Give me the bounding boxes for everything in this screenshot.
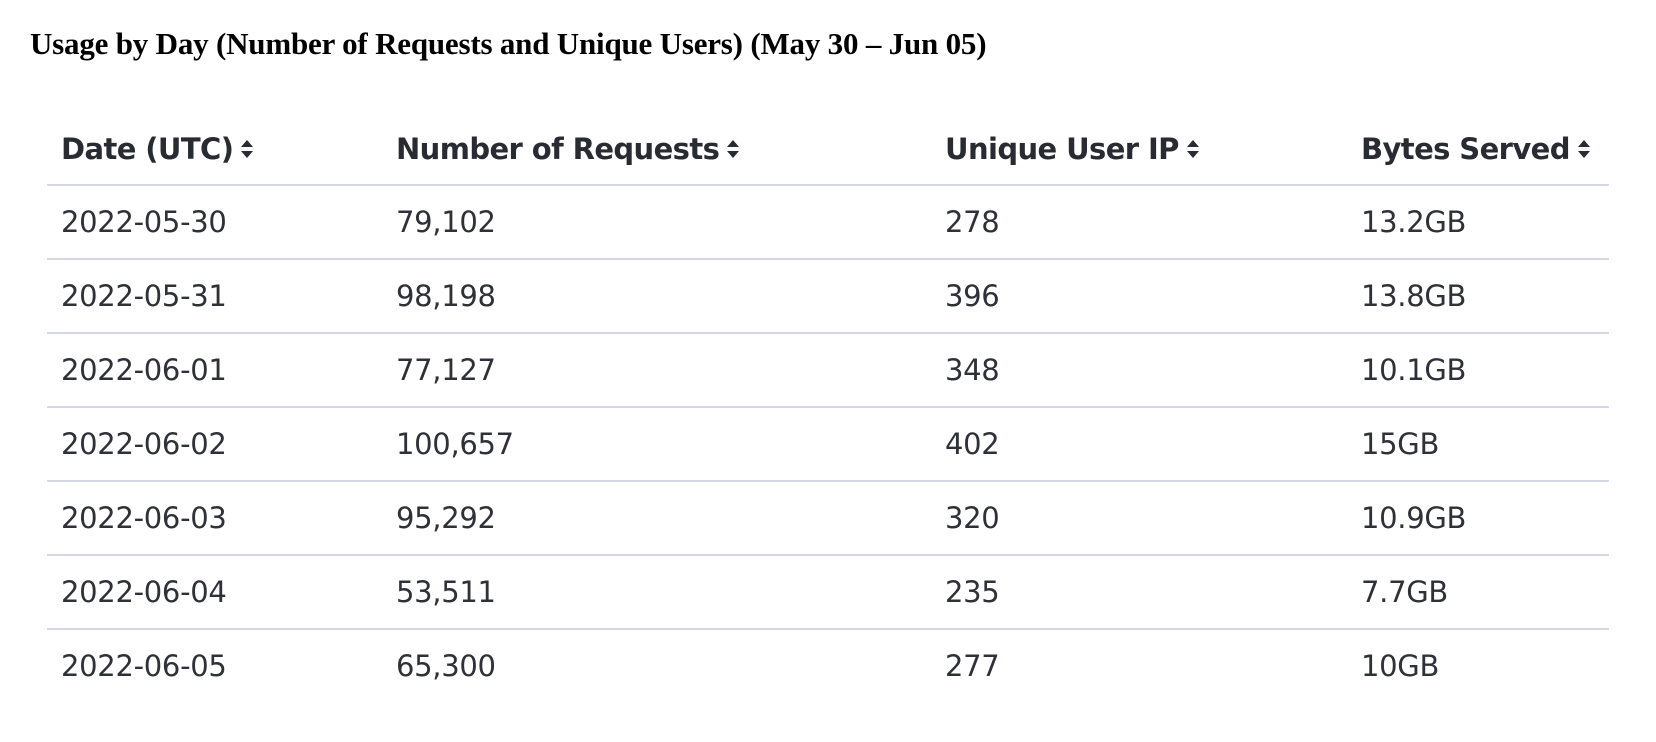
page-title: Usage by Day (Number of Requests and Uni…: [30, 26, 987, 61]
column-header-label: Date (UTC): [61, 132, 234, 166]
cell-requests: 79,102: [382, 185, 931, 260]
column-header-label: Bytes Served: [1361, 132, 1570, 166]
column-header-label: Number of Requests: [396, 132, 720, 166]
cell-bytes-served: 13.2GB: [1347, 185, 1609, 260]
cell-unique-user-ip: 278: [931, 185, 1347, 260]
cell-bytes-served: 7.7GB: [1347, 555, 1609, 630]
cell-unique-user-ip: 235: [931, 555, 1347, 630]
table-row: 2022-06-05 65,300 277 10GB: [47, 629, 1609, 702]
cell-bytes-served: 15GB: [1347, 407, 1609, 482]
cell-requests: 65,300: [396, 649, 496, 683]
cell-unique-user-ip: 348: [931, 333, 1347, 408]
cell-unique-user-ip: 277: [945, 649, 1000, 683]
cell-bytes-served: 10.9GB: [1347, 481, 1609, 556]
sort-icon[interactable]: [1576, 138, 1592, 160]
cell-bytes-served: 10GB: [1361, 649, 1440, 683]
column-header-requests[interactable]: Number of Requests: [382, 114, 931, 186]
usage-table: Date (UTC) Number of Requests Unique Use…: [47, 114, 1609, 702]
column-header-bytes-served[interactable]: Bytes Served: [1347, 114, 1609, 186]
sort-icon[interactable]: [1185, 138, 1201, 160]
cell-requests: 98,198: [382, 259, 931, 334]
cell-unique-user-ip: 402: [931, 407, 1347, 482]
cell-unique-user-ip: 396: [931, 259, 1347, 334]
cell-requests: 100,657: [382, 407, 931, 482]
cell-date: 2022-06-02: [47, 407, 382, 482]
table-header-row: Date (UTC) Number of Requests Unique Use…: [47, 114, 1609, 186]
sort-icon[interactable]: [239, 138, 255, 160]
cell-bytes-served: 13.8GB: [1347, 259, 1609, 334]
cell-date: 2022-05-30: [47, 185, 382, 260]
column-header-label: Unique User IP: [945, 132, 1179, 166]
usage-table-container: Date (UTC) Number of Requests Unique Use…: [47, 114, 1609, 702]
cell-requests: 53,511: [382, 555, 931, 630]
table-row: 2022-06-01 77,127 348 10.1GB: [47, 333, 1609, 408]
cell-date: 2022-06-05: [61, 649, 227, 683]
cell-date: 2022-06-04: [47, 555, 382, 630]
cell-unique-user-ip: 320: [931, 481, 1347, 556]
cell-date: 2022-05-31: [47, 259, 382, 334]
column-header-date[interactable]: Date (UTC): [47, 114, 382, 186]
column-header-unique-user-ip[interactable]: Unique User IP: [931, 114, 1347, 186]
table-row: 2022-05-30 79,102 278 13.2GB: [47, 185, 1609, 260]
cell-requests: 95,292: [382, 481, 931, 556]
table-row: 2022-05-31 98,198 396 13.8GB: [47, 259, 1609, 334]
sort-icon[interactable]: [725, 138, 741, 160]
table-row: 2022-06-02 100,657 402 15GB: [47, 407, 1609, 482]
table-row: 2022-06-03 95,292 320 10.9GB: [47, 481, 1609, 556]
cell-requests: 77,127: [382, 333, 931, 408]
cell-bytes-served: 10.1GB: [1347, 333, 1609, 408]
table-row: 2022-06-04 53,511 235 7.7GB: [47, 555, 1609, 630]
cell-date: 2022-06-01: [47, 333, 382, 408]
cell-date: 2022-06-03: [47, 481, 382, 556]
